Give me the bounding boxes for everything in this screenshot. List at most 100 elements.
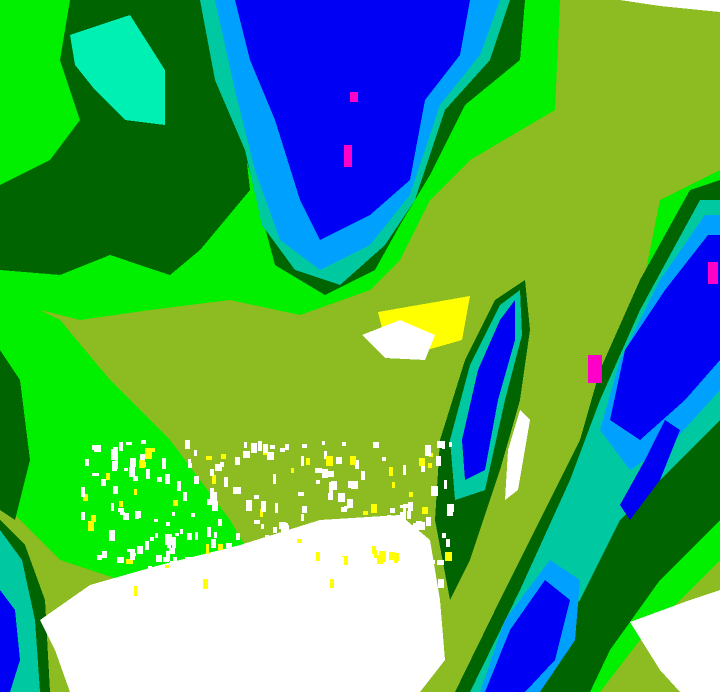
speckle [301,514,304,521]
white-speckles [81,440,454,596]
speckle [247,551,251,561]
speckle [261,501,266,512]
speckle [390,508,395,513]
speckle [291,468,294,473]
speckle [428,463,432,468]
speckle [297,539,302,543]
dark-green-region-northwest [0,0,250,275]
speckle [132,465,135,471]
speckle [188,459,191,463]
speckle [318,581,321,589]
speckle [326,456,333,466]
speckle [111,503,114,511]
speckle [250,570,253,577]
speckle [316,552,320,561]
speckle [91,515,96,522]
speckle [117,557,124,563]
speckle [442,533,446,538]
speckle [88,521,94,531]
speckle [211,539,216,548]
speckle [222,559,226,569]
blue-band-east [610,235,720,440]
speckle [342,556,348,565]
speckle [130,458,136,467]
speckle [407,542,413,552]
speckle [411,525,414,529]
speckle [326,578,329,583]
speckle [328,493,333,500]
speckle [133,476,138,481]
speckle [111,449,118,460]
speckle [394,553,399,563]
speckle [371,589,374,596]
speckle [235,487,241,494]
speckle [173,557,177,565]
blue-region-cloud [235,0,470,240]
speckle [355,460,359,469]
speckle [129,467,135,477]
speckle [342,442,346,446]
speckle [426,554,431,561]
speckle [85,459,89,466]
speckle [165,474,170,484]
white-region-bottom-right [630,590,720,692]
speckle [145,448,152,459]
speckle [148,448,155,452]
speckle [172,512,175,516]
speckle [123,513,129,520]
speckle [415,560,418,567]
speckle [166,551,170,561]
blue-streak-middle [462,300,515,480]
speckle [94,445,101,452]
speckle [315,468,322,473]
speckle [426,517,431,526]
speckle [198,577,202,582]
speckle [225,553,231,560]
speckle [400,512,406,520]
speckle [302,506,307,513]
speckle [331,481,337,490]
magenta-spot [350,92,358,102]
blue-bottom [485,580,570,692]
speckle [398,561,401,564]
speckle [134,586,137,596]
speckle [265,535,269,545]
speckle [154,519,158,522]
speckle [126,559,133,564]
speckle [175,533,179,536]
speckle [206,544,209,554]
speckle [449,442,452,447]
speckle [304,539,307,545]
speckle [403,564,408,573]
speckle [382,524,386,533]
speckle [392,482,395,488]
speckle [210,492,217,502]
speckle [118,508,124,512]
speckle [350,456,356,465]
speckle [379,551,386,562]
speckle [260,509,263,517]
speckle [166,522,170,526]
speckle [206,456,212,460]
speckle [342,584,347,590]
speckle [371,504,377,513]
speckle [373,442,379,448]
speckle [258,562,262,566]
speckle [397,519,402,524]
speckle [408,502,413,511]
speckle [165,534,172,545]
speckle [280,448,285,452]
speckle [438,579,444,588]
speckle [324,451,327,459]
white-streak-middle [505,410,530,500]
speckle [83,494,88,501]
speckle [223,576,229,586]
speckle [327,471,334,477]
speckle [165,565,169,568]
speckle [425,445,431,456]
speckle [207,527,211,537]
speckle [97,555,102,560]
speckle [444,480,447,489]
speckle [210,469,214,476]
